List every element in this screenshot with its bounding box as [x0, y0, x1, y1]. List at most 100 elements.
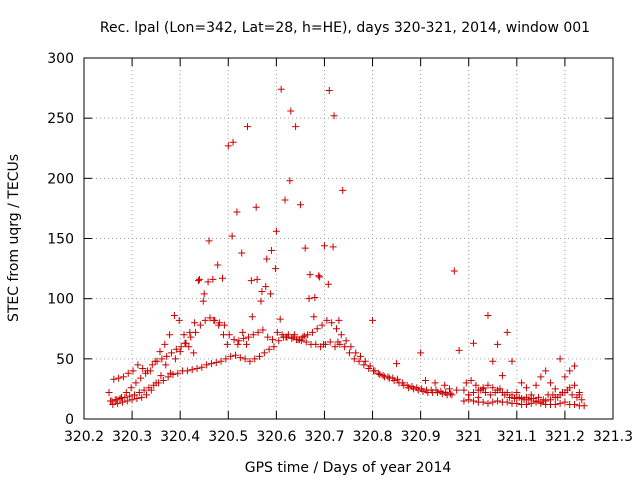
data-point: [522, 393, 530, 401]
data-point: [295, 336, 303, 344]
data-point: [151, 357, 159, 365]
data-point: [109, 401, 117, 409]
data-point: [571, 381, 579, 389]
y-axis-label: STEC from uqrg / TECUs: [6, 154, 22, 322]
data-point: [350, 355, 358, 363]
data-point: [352, 349, 360, 357]
data-point: [271, 265, 279, 273]
data-point: [174, 369, 182, 377]
data-point: [484, 399, 492, 407]
data-point: [470, 389, 478, 397]
data-point: [140, 386, 148, 394]
data-point: [522, 401, 530, 409]
data-point: [203, 361, 211, 369]
data-point: [450, 267, 458, 275]
data-point: [318, 321, 326, 329]
data-point: [453, 386, 461, 394]
data-point: [315, 272, 323, 280]
data-point: [503, 328, 511, 336]
data-point: [306, 271, 314, 279]
y-tick-labels: 0 50 100 150 200 250 300: [47, 51, 74, 428]
data-point: [300, 332, 308, 340]
data-point: [316, 273, 324, 281]
x-tick-label: 320.3: [112, 429, 152, 445]
data-point: [301, 244, 309, 252]
data-point: [238, 249, 246, 257]
data-point: [193, 364, 201, 372]
data-point: [341, 343, 349, 351]
data-point: [126, 392, 134, 400]
data-point: [292, 123, 300, 131]
data-point: [482, 389, 490, 397]
data-point: [394, 375, 402, 383]
data-point: [431, 379, 439, 387]
data-point: [518, 379, 526, 387]
data-point: [194, 277, 202, 285]
data-point: [342, 337, 350, 345]
y-tick-label: 0: [65, 412, 74, 428]
data-point: [556, 391, 564, 399]
data-point: [157, 372, 165, 380]
data-point: [561, 398, 569, 406]
x-tick-labels: 320.2 320.3 320.4 320.5 320.6 320.7 320.8 320.9…: [64, 429, 633, 445]
data-point: [320, 242, 328, 250]
data-point: [357, 352, 365, 360]
data-point: [323, 316, 331, 324]
data-point: [393, 360, 401, 368]
data-point: [546, 396, 554, 404]
data-point: [556, 355, 564, 363]
x-tick-label: 320.8: [352, 429, 392, 445]
data-point: [494, 340, 502, 348]
data-point: [484, 312, 492, 320]
data-point: [270, 343, 278, 351]
data-point: [288, 334, 296, 342]
data-point: [578, 396, 586, 404]
data-point: [146, 367, 154, 375]
y-tick-label: 50: [56, 352, 74, 368]
data-point: [287, 107, 295, 115]
data-point: [390, 376, 398, 384]
data-point: [334, 338, 342, 346]
data-point: [183, 367, 191, 375]
data-point: [332, 325, 340, 333]
x-tick-label: 320.6: [256, 429, 296, 445]
data-point: [513, 399, 521, 407]
data-point: [571, 401, 579, 409]
data-point: [275, 337, 283, 345]
data-point: [556, 399, 564, 407]
data-point: [405, 384, 413, 392]
data-point: [326, 338, 334, 346]
data-point: [204, 278, 212, 286]
data-point: [190, 349, 198, 357]
data-point: [369, 316, 377, 324]
data-point: [249, 331, 257, 339]
data-point: [311, 293, 319, 301]
x-tick-label: 321.2: [545, 429, 585, 445]
data-point: [236, 354, 244, 362]
data-point: [503, 398, 511, 406]
data-point: [108, 397, 116, 405]
data-point: [324, 280, 332, 288]
data-point: [400, 381, 408, 389]
data-point: [167, 369, 175, 377]
data-point: [319, 340, 327, 348]
x-tick-label: 320.5: [208, 429, 248, 445]
data-point: [205, 237, 213, 245]
data-point: [214, 261, 222, 269]
data-point: [462, 379, 470, 387]
data-point: [337, 331, 345, 339]
data-point: [395, 379, 403, 387]
x-axis-label: GPS time / Days of year 2014: [245, 460, 452, 476]
data-point: [129, 367, 137, 375]
data-point: [127, 384, 135, 392]
data-point: [273, 328, 281, 336]
axis-ticks: [83, 57, 614, 420]
data-point: [235, 337, 243, 345]
data-point: [537, 398, 545, 406]
data-point: [228, 232, 236, 240]
data-point: [196, 321, 204, 329]
data-point: [310, 313, 318, 321]
data-point: [474, 386, 482, 394]
data-point: [479, 398, 487, 406]
data-point: [124, 369, 132, 377]
